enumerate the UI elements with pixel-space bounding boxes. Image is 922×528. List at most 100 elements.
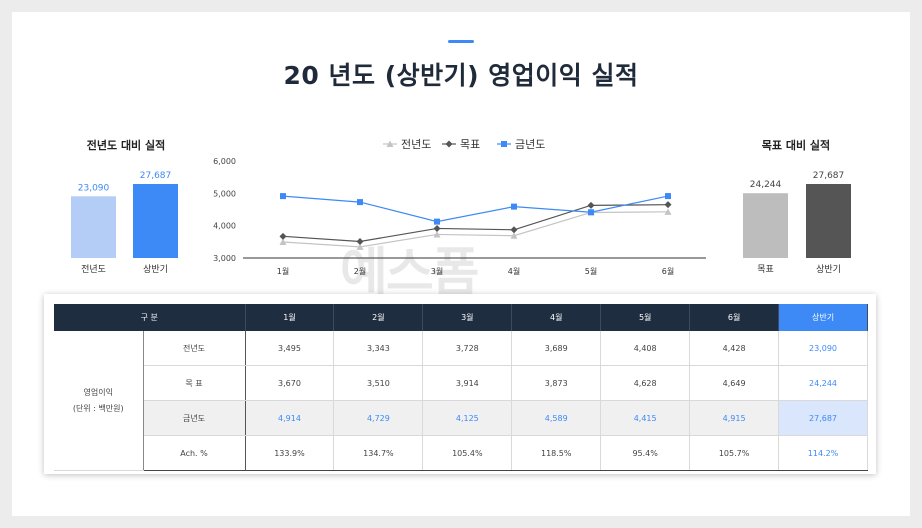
data-point [510, 226, 518, 234]
series-line [282, 211, 669, 248]
legend-label: 전년도 [401, 138, 431, 151]
table-cell: 3,510 [333, 365, 424, 401]
header-category: 구 분 [54, 304, 246, 331]
table-cell: 3,873 [511, 365, 602, 401]
bar-category-label: 상반기 [816, 264, 841, 275]
header-month: 3월 [422, 304, 513, 331]
bar-category-label: 상반기 [143, 264, 168, 275]
table-cell: 3,689 [511, 331, 602, 366]
bar [806, 184, 851, 258]
table-cell: 27,687 [778, 400, 868, 436]
table-cell: 24,244 [778, 365, 868, 401]
bar-value-label: 27,687 [813, 171, 845, 181]
data-point [511, 203, 517, 210]
table-row: 영업이익 (단위 : 백만원) 전년도 3,495 3,343 3,728 3,689 4,4… [54, 331, 868, 471]
header-month: 5월 [600, 304, 691, 331]
right-panel-title: 목표 대비 실적 [761, 139, 831, 152]
series-line [282, 195, 669, 223]
table-cell: 4,628 [600, 365, 691, 401]
table-cell: 4,915 [689, 400, 780, 436]
row-label: 목 표 [143, 365, 246, 401]
table-cell: 118.5% [511, 435, 602, 471]
watermark-logo: 예스폼 [340, 243, 480, 303]
data-point [279, 232, 287, 240]
y-tick-label: 6,000 [213, 157, 236, 166]
table-cell: 4,125 [422, 400, 513, 436]
table-cell: 4,408 [600, 331, 691, 366]
table-cell: 3,914 [422, 365, 513, 401]
x-tick-label: 4월 [508, 266, 520, 276]
bar [71, 196, 116, 258]
table-row: 금년도 4,914 4,729 4,125 4,589 4,415 4,915 27,687 [54, 400, 868, 436]
header-half-year: 상반기 [778, 304, 868, 331]
table-cell: 3,343 [333, 331, 424, 366]
data-point [433, 224, 441, 232]
x-tick-label: 1월 [277, 266, 289, 276]
title-accent-bar [448, 40, 474, 43]
y-tick-label: 5,000 [213, 189, 236, 198]
table-cell: 3,728 [422, 331, 513, 366]
table-cell: 114.2% [778, 435, 868, 471]
data-point [510, 232, 518, 239]
bar [743, 193, 788, 258]
data-point [587, 201, 595, 209]
header-month: 6월 [689, 304, 780, 331]
table-cell: 134.7% [333, 435, 424, 471]
bar-category-label: 전년도 [81, 264, 106, 275]
bar-value-label: 27,687 [140, 171, 172, 181]
x-tick-label: 6월 [662, 266, 674, 276]
table-cell: 3,670 [245, 365, 335, 401]
table-cell: 4,914 [245, 400, 335, 436]
data-point [434, 218, 440, 225]
header-month: 4월 [511, 304, 602, 331]
header-month: 1월 [245, 304, 335, 331]
data-point [664, 201, 672, 209]
row-group-label: 영업이익 (단위 : 백만원) [54, 331, 144, 471]
table-cell: 105.7% [689, 435, 780, 471]
table-cell: 4,415 [600, 400, 691, 436]
table-cell: 95.4% [600, 435, 691, 471]
data-table: 구 분 1월 2월 3월 4월 5월 6월 상반기 영업이익 (단위 : 백만원)… [54, 304, 868, 471]
data-point [664, 208, 672, 215]
table-cell: 4,649 [689, 365, 780, 401]
x-tick-label: 2월 [354, 266, 366, 276]
data-point [356, 243, 364, 250]
table-header-row: 구 분 1월 2월 3월 4월 5월 6월 상반기 [54, 304, 868, 331]
legend-label: 금년도 [515, 138, 545, 151]
series-line [282, 204, 669, 243]
bar-category-label: 목표 [757, 264, 774, 275]
table-cell: 105.4% [422, 435, 513, 471]
data-point [357, 199, 363, 206]
group-label: 영업이익 [83, 387, 113, 397]
row-label: 금년도 [143, 400, 246, 436]
row-label: 전년도 [143, 331, 246, 366]
x-tick-label: 5월 [585, 266, 597, 276]
table-row: Ach. % 133.9% 134.7% 105.4% 118.5% 95.4% 105.7… [54, 435, 868, 471]
data-point [501, 141, 507, 147]
row-label: Ach. % [143, 435, 246, 471]
x-tick-label: 3월 [431, 266, 443, 276]
y-tick-label: 4,000 [213, 222, 236, 231]
table-cell: 4,428 [689, 331, 780, 366]
bar-value-label: 24,244 [750, 180, 782, 190]
group-unit: (단위 : 백만원) [72, 403, 124, 413]
table-row: 목 표 3,670 3,510 3,914 3,873 4,628 4,649 24,244 [54, 365, 868, 401]
y-tick-label: 3,000 [213, 254, 236, 263]
table-cell: 4,729 [333, 400, 424, 436]
data-point [280, 193, 286, 200]
data-point [445, 140, 453, 148]
data-point [665, 193, 671, 200]
data-point [588, 209, 594, 216]
data-point [386, 140, 394, 147]
bar-value-label: 23,090 [78, 183, 110, 193]
table-cell: 4,589 [511, 400, 602, 436]
table-cell: 23,090 [778, 331, 868, 366]
header-month: 2월 [333, 304, 424, 331]
legend-label: 목표 [460, 138, 480, 151]
table-cell: 3,495 [245, 331, 335, 366]
table-cell: 133.9% [245, 435, 335, 471]
left-panel-title: 전년도 대비 실적 [86, 139, 166, 152]
data-point [356, 238, 364, 246]
data-point [279, 238, 287, 245]
